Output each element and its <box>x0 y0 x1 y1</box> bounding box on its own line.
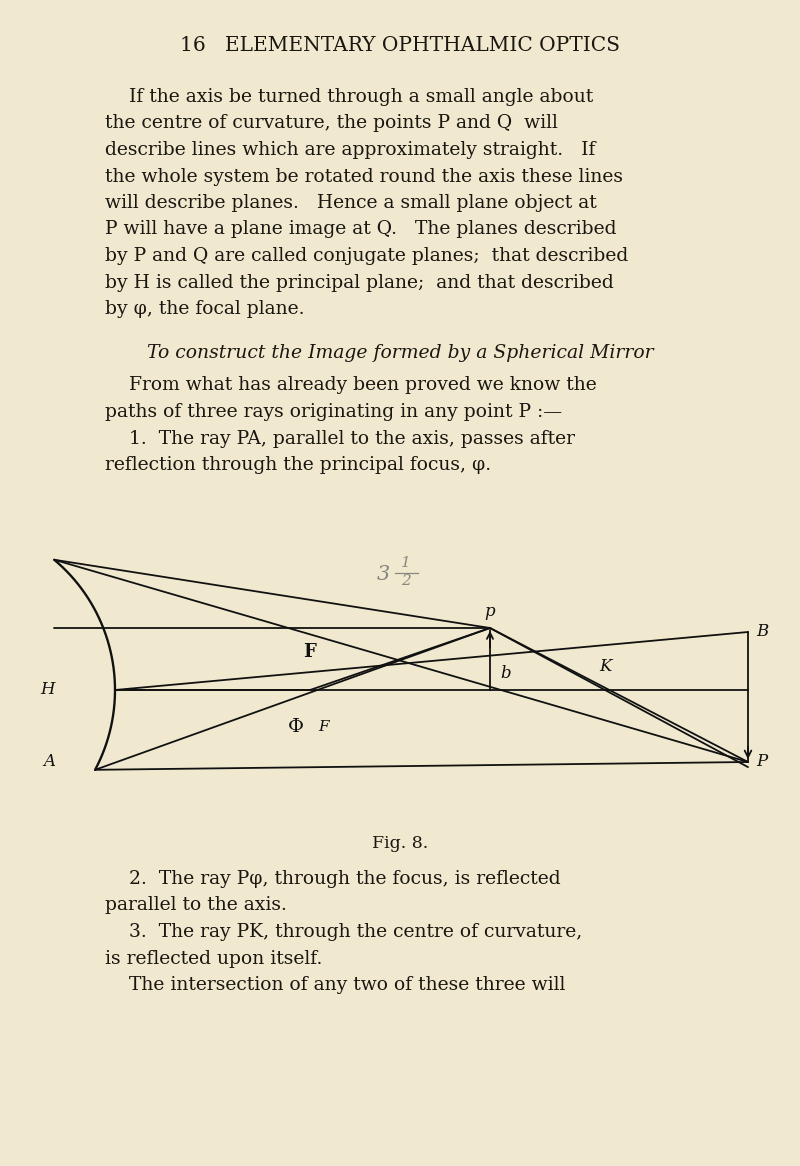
Text: p: p <box>485 603 495 620</box>
Text: 1.  The ray PA, parallel to the axis, passes after: 1. The ray PA, parallel to the axis, pas… <box>105 429 575 448</box>
Text: B: B <box>756 624 768 640</box>
Text: reflection through the principal focus, φ.: reflection through the principal focus, … <box>105 456 491 475</box>
Text: 3: 3 <box>377 566 390 584</box>
Text: 1: 1 <box>401 556 411 570</box>
Text: is reflected upon itself.: is reflected upon itself. <box>105 949 322 968</box>
Text: paths of three rays originating in any point P :—: paths of three rays originating in any p… <box>105 403 562 421</box>
Text: H: H <box>41 681 55 698</box>
Text: will describe planes.   Hence a small plane object at: will describe planes. Hence a small plan… <box>105 194 597 212</box>
Text: parallel to the axis.: parallel to the axis. <box>105 897 287 914</box>
Text: 2: 2 <box>401 574 411 588</box>
Text: If the axis be turned through a small angle about: If the axis be turned through a small an… <box>105 87 594 106</box>
Text: by P and Q are called conjugate planes;  that described: by P and Q are called conjugate planes; … <box>105 247 628 265</box>
Text: by φ, the focal plane.: by φ, the focal plane. <box>105 300 305 318</box>
Text: To construct the Image formed by a Spherical Mirror: To construct the Image formed by a Spher… <box>146 344 654 363</box>
Text: 16   ELEMENTARY OPHTHALMIC OPTICS: 16 ELEMENTARY OPHTHALMIC OPTICS <box>180 36 620 55</box>
Text: P will have a plane image at Q.   The planes described: P will have a plane image at Q. The plan… <box>105 220 617 239</box>
Text: b: b <box>500 665 510 682</box>
Text: K: K <box>599 658 611 675</box>
Text: From what has already been proved we know the: From what has already been proved we kno… <box>105 377 597 394</box>
Text: A: A <box>43 753 55 771</box>
Text: 3.  The ray PK, through the centre of curvature,: 3. The ray PK, through the centre of cur… <box>105 923 582 941</box>
Text: by H is called the principal plane;  and that described: by H is called the principal plane; and … <box>105 274 614 292</box>
Text: The intersection of any two of these three will: The intersection of any two of these thr… <box>105 976 566 993</box>
Text: the whole system be rotated round the axis these lines: the whole system be rotated round the ax… <box>105 168 623 185</box>
Text: P: P <box>756 753 767 771</box>
Text: F: F <box>318 719 329 735</box>
Text: Φ: Φ <box>288 718 304 736</box>
Text: Fig. 8.: Fig. 8. <box>372 835 428 852</box>
Text: describe lines which are approximately straight.   If: describe lines which are approximately s… <box>105 141 595 159</box>
Text: 2.  The ray Pφ, through the focus, is reflected: 2. The ray Pφ, through the focus, is ref… <box>105 870 561 888</box>
Text: F: F <box>303 642 317 661</box>
Text: the centre of curvature, the points P and Q  will: the centre of curvature, the points P an… <box>105 114 558 133</box>
